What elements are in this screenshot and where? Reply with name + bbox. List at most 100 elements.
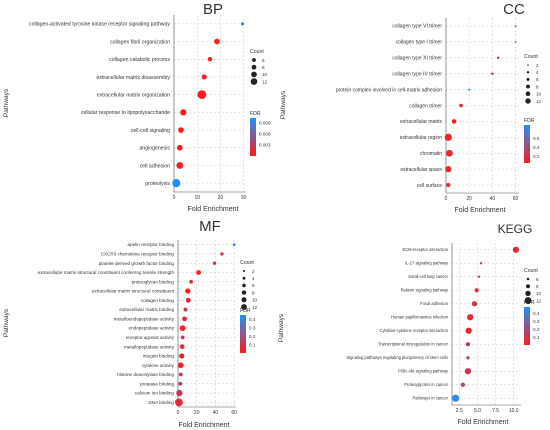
category-label: collagen type VI trimer: [392, 24, 442, 30]
data-point: [178, 372, 183, 377]
category-label: collagen catabolic process: [109, 57, 170, 63]
data-point: [466, 356, 470, 360]
x-tick-label: 7.5: [492, 408, 499, 414]
legend-fdr-bar: [250, 118, 256, 156]
category-label: proteoglycan binding: [132, 279, 175, 284]
legend-count-title: Count: [524, 54, 538, 60]
legend-count-dot: [525, 290, 531, 297]
category-label: Focal adhesion: [420, 301, 448, 306]
mf-chart: apelin receptor binding CXCR3 chemokine r…: [3, 218, 258, 429]
legend-count-dot: [242, 283, 246, 288]
legend-count-dot: [242, 269, 246, 273]
legend-fdr-label: 0.4: [533, 311, 540, 316]
data-point: [446, 183, 451, 188]
category-label: cytokine activity: [142, 363, 175, 368]
legend-count-label: 4: [252, 276, 255, 281]
category-label: proteolysis: [145, 181, 170, 187]
legend-fdr-label: 0.009: [259, 120, 271, 125]
category-label: protease binding: [140, 381, 174, 386]
legend-count-dot: [524, 297, 532, 305]
data-point: [459, 103, 463, 108]
data-point: [491, 72, 494, 75]
legend-fdr-title: FDR: [250, 111, 261, 117]
chart-title: MF: [199, 218, 221, 235]
legend-count-dot: [526, 71, 530, 74]
category-label: Cytokine-cytokine receptor interaction: [380, 328, 449, 333]
category-label: metalloendopeptidase activity: [114, 316, 175, 321]
data-point: [514, 24, 517, 27]
category-label: extracellular region: [400, 135, 442, 141]
y-axis-label: Pathways: [280, 90, 287, 119]
legend-count-label: 6: [536, 277, 539, 282]
category-label: collagen fibril organization: [110, 39, 170, 45]
panel-cc: collagen type VI trimer collagen type I t…: [275, 0, 550, 215]
category-label: extracellular matrix: [400, 119, 442, 125]
category-label: histone deacetylase binding: [117, 372, 174, 377]
data-point: [460, 382, 466, 387]
legend-count-title: Count: [524, 268, 538, 274]
data-point: [467, 314, 474, 321]
category-label: calcium ion binding: [135, 391, 175, 396]
legend-count-label: 12: [536, 298, 542, 303]
y-axis-label: Pathways: [278, 313, 285, 342]
mf-grid: [177, 240, 236, 407]
legend-count-dot: [252, 58, 256, 62]
legend-fdr-label: 0.2: [533, 327, 540, 332]
category-label: cell surface: [417, 183, 443, 189]
category-label: platelet-derived growth factor binding: [99, 261, 175, 266]
legend-fdr-label: 0.003: [259, 143, 271, 148]
category-label: protein complex involved in cell-matrix …: [336, 87, 442, 93]
legend-fdr-label: 0.3: [249, 325, 256, 330]
category-label: Human papillomavirus infection: [391, 315, 449, 320]
legend-fdr-label: 0.1: [533, 335, 540, 340]
category-label: Transcriptional misregulation in cancer: [378, 342, 449, 347]
cc-chart: collagen type VI trimer collagen type I t…: [280, 1, 542, 214]
x-tick-label: 20: [194, 410, 200, 416]
data-point: [240, 22, 245, 26]
category-label: apelin receptor binding: [128, 242, 175, 247]
bp-grid: [173, 15, 246, 192]
panel-mf: apelin receptor binding CXCR3 chemokine r…: [0, 215, 275, 430]
legend-count-label: 2: [536, 63, 539, 68]
category-label: CXCR3 chemokine receptor binding: [101, 252, 175, 257]
data-point: [180, 109, 187, 116]
legend-count-dot: [525, 98, 531, 104]
category-label: collagen type XI trimer: [392, 56, 442, 62]
legend-count-label: 4: [536, 70, 539, 75]
data-point: [176, 161, 184, 169]
legend-count-label: 8: [262, 65, 265, 70]
data-point: [201, 74, 207, 80]
data-point: [464, 368, 472, 375]
data-point: [452, 394, 460, 402]
category-label: Relaxin signaling pathway: [401, 288, 449, 293]
legend-count-label: 8: [536, 284, 539, 289]
category-label: ECM-receptor interaction: [402, 247, 448, 252]
data-point: [179, 325, 186, 332]
x-tick-label: 60: [513, 196, 519, 202]
category-label: cell-cell signaling: [131, 128, 170, 134]
data-point: [185, 288, 191, 294]
category-label: endopeptidase activity: [129, 326, 175, 331]
data-point: [196, 270, 201, 275]
category-label: receptor agonist activity: [126, 335, 175, 340]
data-point: [468, 88, 471, 91]
y-axis-label: Pathways: [3, 308, 10, 337]
legend-count-label: 6: [262, 58, 265, 63]
x-tick-label: 0: [173, 195, 176, 201]
category-label: extracellular matrix structural constitu…: [38, 270, 175, 275]
x-tick-label: 5.0: [474, 408, 481, 414]
x-tick-label: 20: [466, 196, 472, 202]
category-label: collagen trimer: [409, 103, 442, 109]
data-point: [178, 381, 183, 386]
x-tick-label: 0: [177, 410, 180, 416]
category-label: Signaling pathways regulating pluripoten…: [347, 355, 449, 360]
data-point: [179, 344, 185, 350]
legend-count-dot: [526, 84, 530, 89]
legend-count-label: 8: [252, 290, 255, 295]
legend-count-dot: [241, 290, 247, 295]
category-label: Proteoglycans in cancer: [404, 382, 448, 387]
x-tick-label: 40: [213, 410, 219, 416]
data-point: [465, 342, 471, 347]
legend-count-label: 2: [252, 269, 255, 274]
data-point: [212, 261, 217, 265]
